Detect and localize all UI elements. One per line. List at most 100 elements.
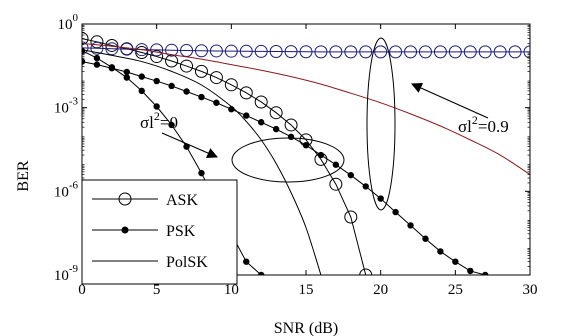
legend-box <box>81 179 238 285</box>
data-point-psk09 <box>422 235 429 242</box>
series-line-polsk09 <box>82 42 530 175</box>
y-tick-label: 100 <box>58 12 79 33</box>
series-line-psk09 <box>82 61 486 275</box>
data-point-ask09 <box>463 45 477 59</box>
legend-item-psk: PSK <box>92 223 196 240</box>
data-point-ask0 <box>344 210 358 224</box>
x-tick-label: 20 <box>373 282 388 298</box>
ellipse-sigma-0 <box>231 137 345 183</box>
data-point-psk09 <box>377 195 384 202</box>
data-point-ask09 <box>165 43 179 57</box>
legend-marker-ask <box>118 192 132 206</box>
data-point-psk09 <box>138 73 145 80</box>
data-point-ask09 <box>493 45 507 59</box>
data-point-ask0 <box>82 32 89 46</box>
data-point-ask09 <box>314 45 328 59</box>
data-point-psk09 <box>407 222 414 229</box>
y-axis-label: BER <box>15 160 32 191</box>
y-tick-label: 10-9 <box>54 263 79 284</box>
data-point-ask0 <box>135 46 149 60</box>
data-point-ask09 <box>448 45 462 59</box>
data-point-ask09 <box>418 45 432 59</box>
y-tick-label: 10-6 <box>54 179 79 200</box>
series-polsk0 <box>82 49 322 275</box>
ellipse-sigma-09 <box>366 37 396 211</box>
data-point-psk09 <box>392 208 399 216</box>
data-point-psk09 <box>183 88 190 95</box>
data-point-ask09 <box>478 45 492 59</box>
data-point-psk0 <box>82 47 86 54</box>
data-point-psk09 <box>362 183 369 190</box>
data-point-ask09 <box>433 45 447 59</box>
legend-marker-psk <box>121 226 129 234</box>
data-point-psk09 <box>317 151 325 159</box>
data-point-ask09 <box>239 44 253 58</box>
legend-item-ask: ASK <box>92 192 198 209</box>
series-ask09 <box>82 41 530 59</box>
legend-item-polsk: PolSK <box>92 254 208 271</box>
data-point-psk0 <box>168 121 175 129</box>
tick-labels: 0 5 10 15 20 25 30 100 10-3 10-6 10-9 <box>54 12 538 298</box>
data-point-psk09 <box>452 258 459 265</box>
annotation-layer <box>161 37 489 211</box>
data-point-psk09 <box>93 61 101 68</box>
data-point-ask09 <box>523 45 530 59</box>
series-line-polsk0 <box>82 49 322 275</box>
data-point-ask09 <box>82 41 89 55</box>
arrow-sigma-09 <box>411 83 489 119</box>
arrow-sigma-0 <box>161 132 218 159</box>
x-tick-label: 0 <box>78 282 86 298</box>
data-point-ask09 <box>508 45 522 59</box>
data-point-ask0 <box>150 50 164 64</box>
series-line-ask09 <box>82 47 530 53</box>
data-point-psk09 <box>287 133 295 141</box>
data-point-ask09 <box>224 44 238 58</box>
data-point-ask0 <box>239 86 253 100</box>
data-point-psk09 <box>482 271 489 275</box>
data-point-psk0 <box>123 74 130 81</box>
data-point-ask0 <box>224 78 238 92</box>
data-point-psk09 <box>198 93 205 101</box>
data-point-ask09 <box>194 44 208 58</box>
data-point-ask09 <box>344 45 358 59</box>
data-point-psk09 <box>123 68 130 76</box>
data-point-ask09 <box>284 45 298 59</box>
legend-label-ask: ASK <box>166 192 198 209</box>
data-point-ask09 <box>374 45 388 59</box>
data-point-psk09 <box>168 82 175 90</box>
data-point-psk09 <box>272 125 280 133</box>
data-point-psk09 <box>213 99 220 106</box>
data-point-ask0 <box>254 95 268 109</box>
data-point-psk09 <box>467 267 474 275</box>
data-point-ask09 <box>404 45 418 59</box>
data-point-ask09 <box>359 45 373 59</box>
data-point-psk09 <box>302 142 310 149</box>
x-tick-label: 10 <box>224 282 239 298</box>
data-point-psk0 <box>243 258 250 265</box>
y-tick-label: 10-3 <box>54 96 79 117</box>
x-tick-label: 5 <box>153 282 161 298</box>
data-point-ask09 <box>209 44 223 58</box>
x-tick-label: 15 <box>299 282 314 298</box>
data-point-psk09 <box>153 77 160 85</box>
data-point-ask0 <box>284 118 298 132</box>
x-tick-label: 25 <box>448 282 463 298</box>
data-point-ask09 <box>105 42 119 56</box>
data-point-ask0 <box>194 64 208 78</box>
data-point-ask09 <box>120 42 134 56</box>
data-point-psk0 <box>198 169 205 177</box>
data-point-psk0 <box>153 103 160 110</box>
data-point-ask0 <box>209 71 223 85</box>
data-point-ask09 <box>150 43 164 57</box>
data-point-ask0 <box>180 59 194 73</box>
data-point-ask09 <box>90 41 104 55</box>
data-point-psk09 <box>108 65 116 72</box>
data-point-psk09 <box>243 112 250 119</box>
legend-label-polsk: PolSK <box>166 254 208 271</box>
data-point-ask0 <box>269 106 283 120</box>
data-point-psk0 <box>138 87 145 95</box>
data-point-psk09 <box>437 248 444 255</box>
data-point-psk0 <box>258 271 265 275</box>
annotation-sigma-09: σl2=0.9 <box>458 113 509 136</box>
